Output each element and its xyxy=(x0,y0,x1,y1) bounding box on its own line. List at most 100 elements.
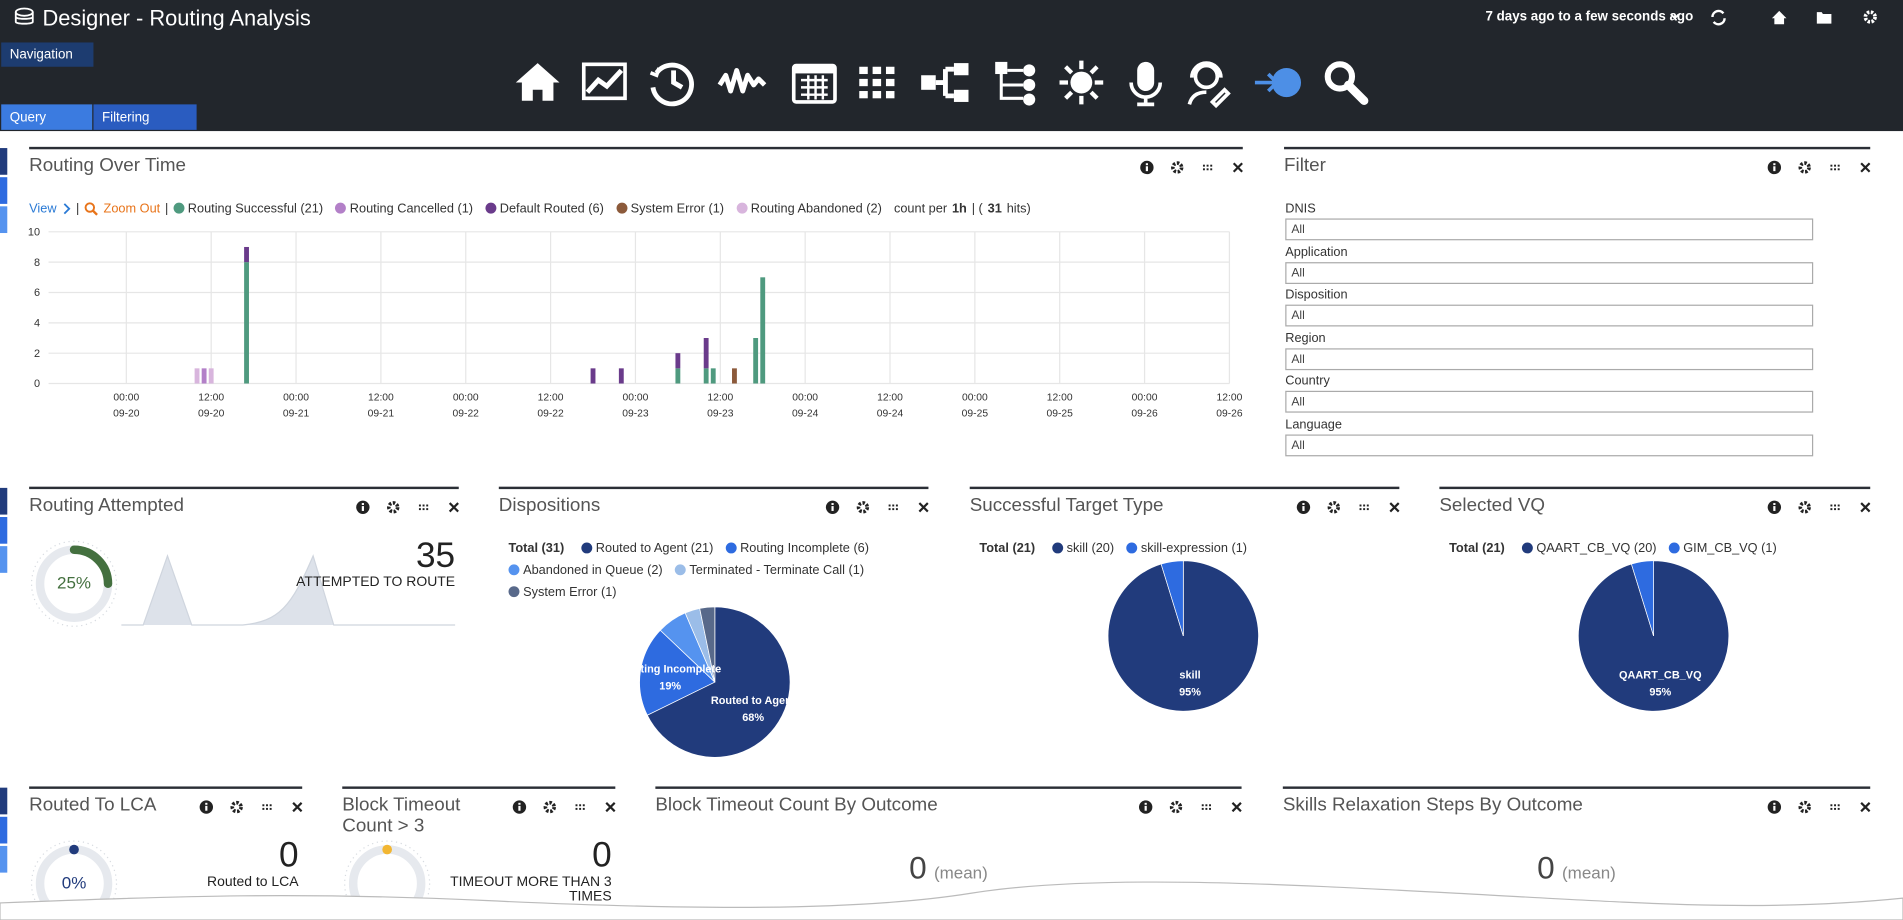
close-icon[interactable] xyxy=(1232,162,1243,173)
close-icon[interactable] xyxy=(1860,802,1871,813)
info-icon[interactable] xyxy=(1767,160,1782,175)
close-icon[interactable] xyxy=(292,802,303,813)
network-tool[interactable] xyxy=(995,61,1036,106)
move-dot xyxy=(1201,807,1204,810)
settings-icon[interactable] xyxy=(856,501,870,514)
filter-input[interactable]: All xyxy=(1285,304,1814,327)
sun-tool[interactable] xyxy=(1059,60,1104,105)
move-icon[interactable] xyxy=(1201,804,1211,810)
home-icon[interactable] xyxy=(1771,10,1787,25)
legend-item[interactable]: QAART_CB_VQ (20) xyxy=(1521,541,1657,556)
settings-icon[interactable] xyxy=(387,501,400,514)
filter-value[interactable]: All xyxy=(1291,223,1305,237)
wave-tool[interactable] xyxy=(717,67,767,94)
bar-segment xyxy=(244,246,249,263)
info-icon[interactable] xyxy=(1767,500,1782,514)
mic-tool[interactable] xyxy=(1129,61,1163,107)
move-dot xyxy=(1206,164,1209,167)
info-icon[interactable] xyxy=(1767,800,1782,814)
folder-icon[interactable] xyxy=(1816,12,1832,24)
trend-tool[interactable] xyxy=(581,62,627,101)
filter-input[interactable]: All xyxy=(1285,390,1814,413)
filter-value[interactable]: All xyxy=(1291,352,1305,366)
navigation-button[interactable] xyxy=(1,42,94,67)
navigation-label[interactable]: Navigation xyxy=(9,47,73,62)
legend-item[interactable]: skill-expression (1) xyxy=(1126,541,1247,556)
move-icon[interactable] xyxy=(262,804,272,810)
route-tool[interactable] xyxy=(1254,67,1302,98)
filter-input[interactable]: All xyxy=(1285,433,1814,456)
query-tab[interactable] xyxy=(1,104,93,130)
move-dot xyxy=(422,508,425,511)
search-tool[interactable] xyxy=(1324,61,1369,105)
home-tool[interactable] xyxy=(515,63,560,101)
close-icon[interactable] xyxy=(1860,502,1871,513)
legend-item[interactable]: Terminated - Terminate Call (1) xyxy=(674,563,864,578)
zoom-out-link[interactable]: Zoom Out xyxy=(103,201,161,217)
legend-item[interactable]: skill (20) xyxy=(1052,541,1114,556)
move-icon[interactable] xyxy=(1202,164,1213,171)
tab-label[interactable]: Query xyxy=(9,110,47,126)
move-icon[interactable] xyxy=(1830,164,1840,171)
info-icon[interactable] xyxy=(1140,160,1154,175)
legend-swatch xyxy=(1668,542,1680,554)
close-icon[interactable] xyxy=(1389,502,1400,513)
flow-tool[interactable] xyxy=(921,63,969,102)
refresh-icon[interactable] xyxy=(1711,9,1726,26)
settings-icon[interactable] xyxy=(1798,800,1811,814)
move-icon[interactable] xyxy=(888,504,898,511)
filter-value[interactable]: All xyxy=(1291,309,1305,323)
legend-item[interactable]: Routing Cancelled (1) xyxy=(335,201,473,216)
info-icon[interactable] xyxy=(825,500,840,514)
legend-item[interactable]: GIM_CB_VQ (1) xyxy=(1668,541,1777,556)
history-tool[interactable] xyxy=(649,62,694,107)
close-icon[interactable] xyxy=(448,502,459,513)
settings-icon[interactable] xyxy=(543,800,556,814)
grid-tool[interactable] xyxy=(859,66,895,99)
time-range[interactable]: 7 days ago to a few seconds ago xyxy=(1485,9,1694,25)
info-icon[interactable] xyxy=(356,500,370,514)
move-icon[interactable] xyxy=(1830,804,1840,810)
info-mark xyxy=(1145,166,1148,172)
legend-item[interactable]: Routing Abandoned (2) xyxy=(736,201,882,216)
legend-item[interactable]: Routing Successful (21) xyxy=(173,201,323,216)
tab-label[interactable]: Filtering xyxy=(101,110,150,126)
agent-tool[interactable] xyxy=(1187,61,1231,109)
info-icon[interactable] xyxy=(1139,800,1153,814)
filter-input[interactable]: All xyxy=(1285,218,1814,241)
filter-value[interactable]: All xyxy=(1291,266,1305,280)
close-icon[interactable] xyxy=(605,802,616,813)
info-icon[interactable] xyxy=(512,800,527,814)
info-icon[interactable] xyxy=(199,800,213,814)
filter-value[interactable]: All xyxy=(1291,438,1305,453)
info-icon[interactable] xyxy=(1296,500,1311,514)
legend-item[interactable]: Routing Incomplete (6) xyxy=(725,541,869,556)
close-icon[interactable] xyxy=(1231,802,1242,813)
settings-icon[interactable] xyxy=(1798,161,1811,174)
info-mark xyxy=(361,506,364,511)
close-icon[interactable] xyxy=(918,502,929,513)
settings-icon[interactable] xyxy=(230,800,243,814)
legend-item[interactable]: Routed to Agent (21) xyxy=(581,541,713,556)
legend-item[interactable]: Abandoned in Queue (2) xyxy=(508,563,663,578)
filter-input[interactable]: All xyxy=(1285,261,1814,284)
legend-item[interactable]: System Error (1) xyxy=(508,585,617,600)
settings-icon[interactable] xyxy=(1171,161,1184,174)
calendar-tool[interactable] xyxy=(791,63,837,104)
settings-icon[interactable] xyxy=(1798,501,1811,514)
filtering-tab[interactable] xyxy=(93,104,197,130)
move-icon[interactable] xyxy=(1830,504,1840,511)
filter-input[interactable]: All xyxy=(1285,347,1814,370)
settings-icon[interactable] xyxy=(1169,800,1183,814)
move-icon[interactable] xyxy=(418,504,429,511)
view-link[interactable]: View xyxy=(29,201,57,217)
filter-value[interactable]: All xyxy=(1291,395,1305,410)
settings-icon[interactable] xyxy=(1327,501,1340,514)
move-icon[interactable] xyxy=(1359,504,1369,511)
move-icon[interactable] xyxy=(575,804,585,810)
close-icon[interactable] xyxy=(1860,162,1871,173)
legend-item[interactable]: Default Routed (6) xyxy=(485,201,604,216)
settings-icon[interactable] xyxy=(1863,10,1877,24)
panel-tools xyxy=(1767,800,1871,814)
legend-item[interactable]: System Error (1) xyxy=(616,201,724,216)
